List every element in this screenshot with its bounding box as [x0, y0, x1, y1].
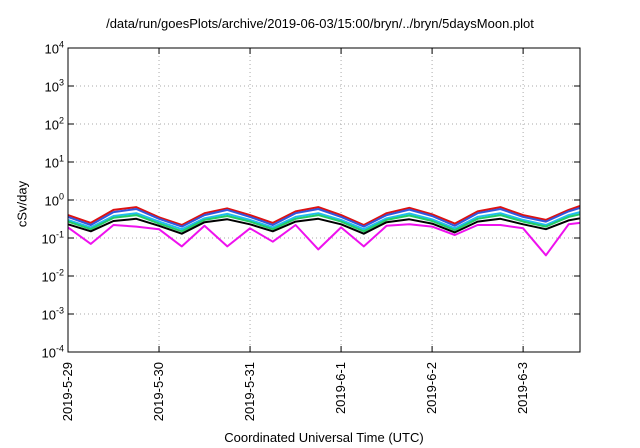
y-tick-label: 102	[44, 115, 64, 133]
y-tick-label: 104	[44, 39, 64, 57]
y-tick-label: 10-2	[41, 267, 64, 285]
x-tick-label: 2019-5-31	[242, 362, 258, 422]
x-axis-label: Coordinated Universal Time (UTC)	[224, 430, 424, 445]
series-line-1	[67, 204, 581, 226]
x-tick-label: 2019-6-3	[515, 362, 531, 415]
plot-frame	[67, 47, 581, 353]
series-line-5	[67, 217, 581, 235]
x-tick-label: 2019-6-2	[424, 362, 440, 415]
y-tick-label: 10-1	[41, 229, 64, 247]
series-line-6	[67, 221, 581, 257]
x-tick-label: 2019-5-30	[151, 362, 167, 422]
y-tick-label: 100	[44, 191, 64, 209]
y-tick-label: 103	[44, 77, 64, 95]
x-tick-label: 2019-5-29	[60, 362, 75, 422]
x-tick-label: 2019-6-1	[333, 362, 349, 415]
series-line-2	[67, 206, 581, 228]
series-line-3	[67, 211, 581, 231]
series-line-4	[67, 213, 581, 233]
y-tick-label: 101	[44, 153, 64, 171]
chart-title: /data/run/goesPlots/archive/2019-06-03/1…	[106, 16, 534, 31]
y-tick-label: 10-3	[41, 305, 64, 323]
y-tick-label: 10-4	[41, 343, 64, 361]
